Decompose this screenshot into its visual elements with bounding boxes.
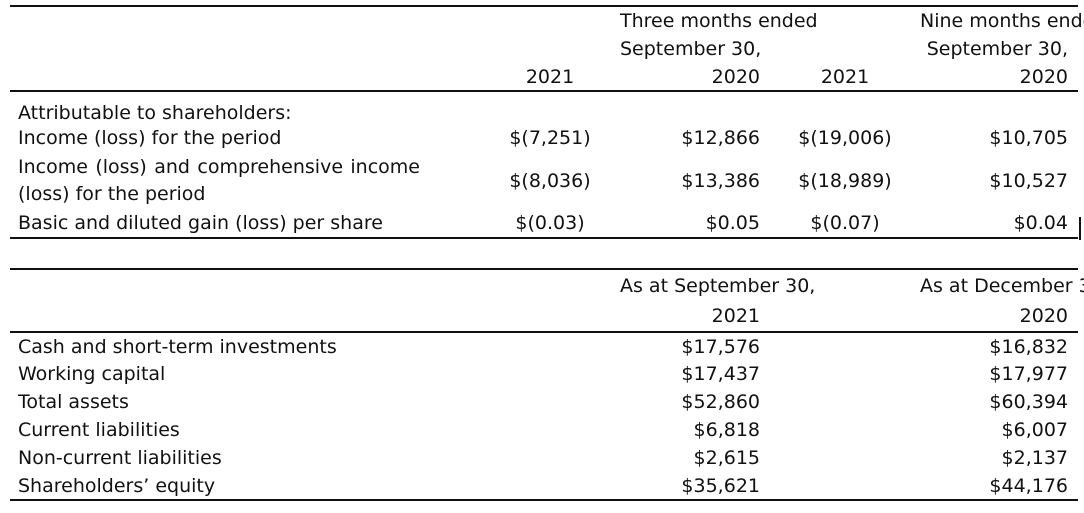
- three-months-heading-line2: September 30,: [620, 38, 762, 60]
- year-heading-col2: 2020: [711, 65, 760, 88]
- cell-value: $12,866: [681, 127, 760, 149]
- table-row: Cash and short-term investments $17,576 …: [10, 332, 1078, 360]
- cell-value: $(0.07): [810, 212, 880, 234]
- row-label: Current liabilities: [18, 419, 180, 441]
- cell-value: $17,576: [681, 335, 760, 358]
- row-label: Income (loss) and comprehensive income (…: [18, 155, 420, 205]
- section-label-row: Attributable to shareholders:: [10, 91, 1078, 124]
- table-row: Shareholders’ equity $35,621 $44,176: [10, 472, 1078, 500]
- cell-value: $2,137: [1001, 447, 1068, 469]
- cell-value: $6,818: [693, 419, 760, 441]
- cell-value: $(8,036): [509, 169, 591, 192]
- table-row: Working capital $17,437 $17,977: [10, 360, 1078, 388]
- cell-value: $35,621: [681, 474, 760, 497]
- table-row: Current liabilities $6,818 $6,007: [10, 416, 1078, 444]
- cell-value: $60,394: [989, 391, 1068, 413]
- as-at-dec-heading-line2: 2020: [1019, 305, 1068, 327]
- balance-summary-table: As at September 30, As at December 31, 2…: [10, 268, 1084, 501]
- income-header-row-2: September 30, September 30,: [10, 35, 1078, 63]
- cell-value: $17,977: [989, 363, 1068, 385]
- row-label: Cash and short-term investments: [18, 335, 337, 358]
- cell-value: $(0.03): [515, 212, 585, 234]
- cell-value: $0.05: [705, 212, 760, 234]
- year-heading-col3: 2021: [820, 65, 870, 88]
- cursor-bar: [1079, 217, 1081, 240]
- cell-value: $17,437: [681, 363, 760, 385]
- cell-value: $16,832: [989, 335, 1068, 358]
- row-label: Non-current liabilities: [18, 447, 222, 469]
- balance-header-row-1: As at September 30, As at December 31,: [10, 269, 1084, 301]
- row-label: Income (loss) for the period: [18, 127, 282, 149]
- as-at-sep-heading-line1: As at September 30,: [620, 274, 816, 297]
- row-label: Basic and diluted gain (loss) per share: [18, 212, 383, 234]
- as-at-dec-heading-line1: As at December 31,: [920, 274, 1084, 297]
- year-heading-col1: 2021: [525, 65, 575, 88]
- three-months-heading-line1: Three months ended: [620, 10, 818, 32]
- cell-value: $13,386: [681, 169, 760, 192]
- cell-value: $2,615: [693, 447, 760, 469]
- cell-value: $10,527: [989, 169, 1068, 192]
- cell-value: $0.04: [1013, 212, 1068, 234]
- nine-months-heading-line2: September 30,: [926, 38, 1068, 60]
- table-row: Income (loss) and comprehensive income (…: [10, 152, 1078, 209]
- cell-value: $10,705: [989, 127, 1068, 149]
- row-label: Total assets: [18, 391, 129, 413]
- nine-months-heading-line1: Nine months ended: [920, 10, 1084, 32]
- income-summary-table: Three months ended Nine months ended Sep…: [10, 5, 1084, 239]
- table-row: Income (loss) for the period $(7,251) $1…: [10, 124, 1078, 152]
- year-heading-col4: 2020: [1019, 65, 1068, 88]
- balance-header-row-2: 2021 2020: [10, 301, 1078, 332]
- cell-value: $(7,251): [509, 127, 591, 149]
- row-label: Shareholders’ equity: [18, 474, 216, 497]
- income-header-row-years: 2021 2020 2021 2020: [10, 63, 1078, 91]
- as-at-sep-heading-line2: 2021: [711, 305, 760, 327]
- cell-value: $44,176: [989, 474, 1068, 497]
- table-row: Total assets $52,860 $60,394: [10, 388, 1078, 416]
- table-row: Basic and diluted gain (loss) per share …: [10, 209, 1078, 238]
- cell-value: $6,007: [1001, 419, 1068, 441]
- section-label: Attributable to shareholders:: [18, 102, 292, 124]
- cell-value: $(19,006): [798, 127, 892, 149]
- cell-value: $(18,989): [798, 169, 892, 192]
- table-row: Non-current liabilities $2,615 $2,137: [10, 444, 1078, 472]
- cell-value: $52,860: [681, 391, 760, 413]
- income-header-row-1: Three months ended Nine months ended: [10, 6, 1084, 35]
- row-label: Working capital: [18, 363, 166, 385]
